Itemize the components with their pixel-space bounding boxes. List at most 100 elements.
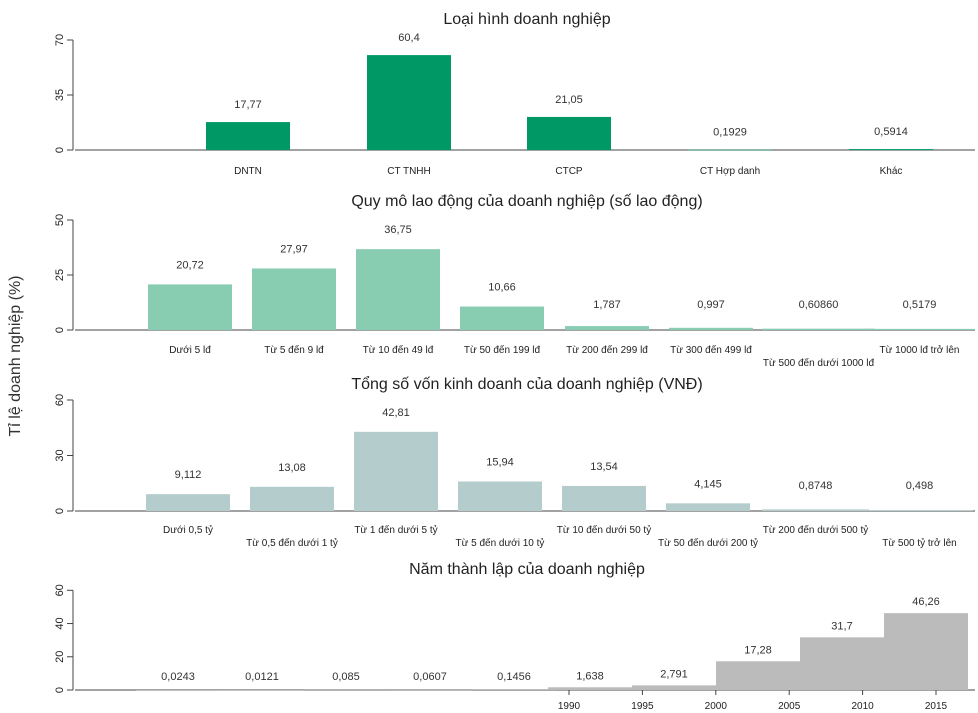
- bar: [800, 637, 884, 690]
- data-label: 0,60860: [799, 299, 839, 311]
- bar: [632, 685, 716, 690]
- bar: [762, 328, 875, 330]
- data-label: 0,0607: [413, 671, 447, 683]
- panel-title: Tổng số vốn kinh doanh của doanh nghiệp …: [351, 375, 702, 393]
- category-label: Dưới 0,5 tỷ: [163, 524, 213, 536]
- category-label: Từ 10 đến dưới 50 tỷ: [557, 524, 651, 536]
- y-axis-label: Tỉ lệ doanh nghiệp (%): [7, 276, 24, 437]
- data-label: 9,112: [175, 469, 202, 481]
- bar: [356, 249, 440, 330]
- x-tick-label: 2015: [925, 701, 948, 712]
- category-label: Từ 500 tỷ trở lên: [882, 537, 956, 549]
- bar: [367, 55, 451, 151]
- data-label: 0,997: [697, 299, 725, 311]
- category-label: CT TNHH: [387, 166, 431, 177]
- panel-title: Loại hình doanh nghiệp: [443, 11, 610, 28]
- bar: [864, 328, 975, 330]
- data-label: 0,5179: [903, 299, 937, 311]
- data-label: 0,498: [906, 480, 934, 492]
- data-label: 42,81: [382, 407, 410, 419]
- y-tick-label: 20: [54, 651, 66, 663]
- data-label: 0,0243: [161, 671, 195, 683]
- category-label: Khác: [880, 166, 903, 177]
- panel-title: Quy mô lao động của doanh nghiệp (số lao…: [351, 193, 702, 210]
- data-label: 1,787: [593, 299, 621, 311]
- bar: [206, 122, 290, 150]
- data-label: 0,5914: [874, 126, 908, 138]
- bar: [669, 327, 753, 330]
- category-label: CT Hợp danh: [700, 166, 760, 177]
- category-label: Từ 500 đến dưới 1000 lđ: [763, 357, 875, 369]
- bar: [250, 486, 334, 511]
- category-label: Từ 50 đến dưới 200 tỷ: [658, 537, 758, 549]
- x-tick-label: 1995: [631, 701, 654, 712]
- category-label: CTCP: [555, 166, 583, 177]
- bar: [527, 116, 611, 150]
- bar: [460, 306, 544, 330]
- data-label: 4,145: [694, 478, 722, 490]
- data-label: 0,8748: [799, 480, 833, 492]
- y-tick-label: 0: [54, 327, 66, 333]
- bar: [762, 509, 869, 511]
- bar: [716, 661, 800, 690]
- category-label: Từ 5 đến dưới 10 tỷ: [456, 537, 545, 549]
- y-tick-label: 30: [54, 449, 66, 461]
- category-label: Từ 1 đến dưới 5 tỷ: [354, 524, 437, 536]
- data-label: 0,085: [332, 671, 360, 683]
- data-label: 15,94: [486, 457, 514, 469]
- bar: [565, 326, 649, 330]
- category-label: DNTN: [234, 166, 262, 177]
- data-label: 46,26: [912, 596, 940, 608]
- data-label: 17,28: [744, 644, 772, 656]
- category-label: Dưới 5 lđ: [169, 345, 211, 356]
- data-label: 27,97: [280, 243, 308, 255]
- y-tick-label: 35: [54, 89, 66, 101]
- data-label: 0,0121: [245, 671, 279, 683]
- data-label: 1,638: [576, 670, 604, 682]
- bar: [354, 431, 438, 511]
- data-label: 0,1929: [713, 127, 747, 139]
- panel-title: Năm thành lập của doanh nghiệp: [409, 561, 645, 578]
- data-label: 60,4: [398, 32, 419, 44]
- bar: [146, 494, 230, 511]
- data-label: 0,1456: [497, 671, 531, 683]
- data-label: 21,05: [555, 94, 583, 106]
- category-label: Từ 5 đến 9 lđ: [264, 344, 324, 356]
- y-tick-label: 0: [54, 508, 66, 514]
- category-label: Từ 1000 lđ trở lên: [880, 344, 960, 356]
- bar: [252, 268, 336, 330]
- category-label: Từ 0,5 đến dưới 1 tỷ: [246, 537, 338, 549]
- category-label: Từ 200 đến 299 lđ: [566, 344, 648, 356]
- bar: [548, 687, 632, 690]
- bar: [866, 510, 973, 511]
- category-label: Từ 300 đến 499 lđ: [670, 344, 752, 356]
- bar: [148, 284, 232, 330]
- x-tick-label: 2005: [778, 701, 801, 712]
- x-tick-label: 2000: [705, 701, 728, 712]
- data-label: 13,54: [590, 461, 618, 473]
- category-label: Từ 10 đến 49 lđ: [363, 344, 434, 356]
- data-label: 10,66: [488, 282, 516, 294]
- data-label: 13,08: [278, 462, 306, 474]
- data-label: 20,72: [176, 259, 204, 271]
- bar: [562, 485, 646, 511]
- bar: [666, 503, 750, 511]
- category-label: Từ 50 đến 199 lđ: [464, 344, 541, 356]
- y-tick-label: 40: [54, 617, 66, 629]
- bar: [849, 149, 933, 150]
- category-label: Từ 200 đến dưới 500 tỷ: [763, 524, 869, 536]
- data-label: 17,77: [234, 99, 262, 111]
- bar: [688, 149, 772, 151]
- y-tick-label: 70: [54, 34, 66, 46]
- y-tick-label: 25: [54, 269, 66, 281]
- x-tick-label: 2010: [851, 701, 874, 712]
- bar: [884, 613, 968, 690]
- y-tick-label: 0: [54, 687, 66, 693]
- data-label: 31,7: [831, 620, 852, 632]
- data-label: 36,75: [384, 224, 412, 236]
- y-tick-label: 60: [54, 584, 66, 596]
- bar: [458, 481, 542, 511]
- y-tick-label: 50: [54, 214, 66, 226]
